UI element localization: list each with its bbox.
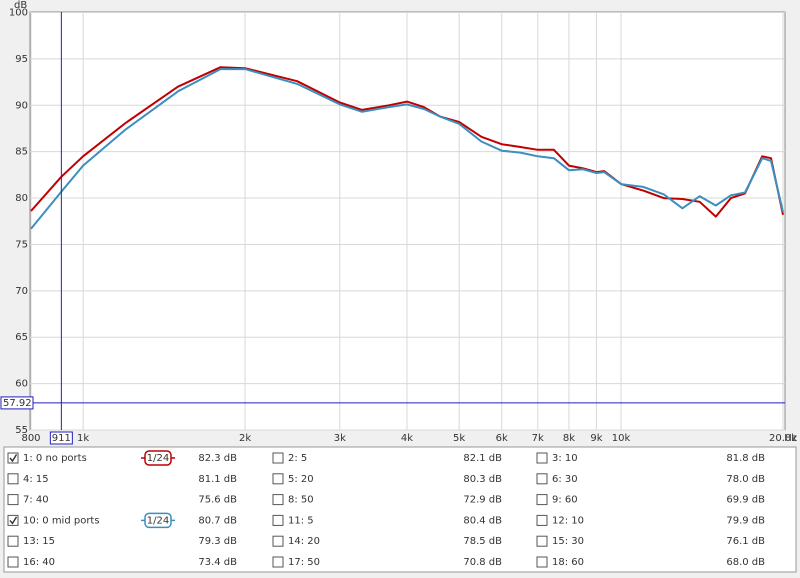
legend-readout: 76.1 dB [726,536,765,547]
x-tick-label: 9k [590,433,602,444]
legend-label[interactable]: 17: 50 [288,557,320,568]
cursor-y-box [0,396,34,410]
y-tick-label: 95 [15,54,28,65]
legend-readout: 81.1 dB [198,474,237,485]
y-tick-label: 65 [15,332,28,343]
legend-label[interactable]: 5: 20 [288,474,314,485]
legend-label[interactable]: 6: 30 [552,474,578,485]
legend-label[interactable]: 18: 60 [552,557,584,568]
y-tick-label: 100 [9,8,28,19]
legend-checkbox[interactable] [536,494,548,506]
legend-readout: 81.8 dB [726,453,765,464]
legend: 1: 0 no ports 1/24 82.3 dB 2: 5 82.1 dB 3: 10… [7,450,765,568]
y-tick-label: 90 [15,100,28,111]
x-tick-label: 3k [334,433,346,444]
legend-label[interactable]: 1: 0 no ports [23,453,87,464]
checkmark [9,516,18,525]
x-tick-label: 4k [401,433,413,444]
legend-readout: 80.4 dB [463,515,502,526]
cursor-y-label: 57.92 [3,398,32,409]
legend-checkbox[interactable] [7,514,19,526]
cursor-x-label: 911 [52,433,71,444]
legend-readout: 73.4 dB [198,557,237,568]
legend-readout: 80.7 dB [198,515,237,526]
legend-readout: 82.3 dB [198,453,237,464]
legend-checkbox[interactable] [536,452,548,464]
legend-checkbox[interactable] [272,514,284,526]
legend-readout: 78.5 dB [463,536,502,547]
legend-readout: 78.0 dB [726,474,765,485]
legend-readout: 69.9 dB [726,495,765,506]
legend-checkbox[interactable] [272,556,284,568]
y-tick-label: 55 [15,425,28,436]
legend-checkbox[interactable] [272,452,284,464]
legend-readout: 79.3 dB [198,536,237,547]
y-unit: dB [14,0,27,11]
legend-checkbox[interactable] [7,535,19,547]
legend-checkbox[interactable] [7,473,19,485]
legend-label[interactable]: 13: 15 [23,536,55,547]
legend-checkbox[interactable] [272,473,284,485]
cursor-x-box [49,431,73,445]
legend-label[interactable]: 4: 15 [23,474,49,485]
x-tick-label: 6k [496,433,508,444]
grid: 55 60 65 70 75 80 85 90 95 100 800 1k 2k 3k 4k 5k 6k 7k 8k… [9,8,797,445]
x-tick-label: 5k [453,433,465,444]
y-tick-label: 70 [15,286,28,297]
legend-readout: 75.6 dB [198,495,237,506]
legend-label[interactable]: 9: 60 [552,495,578,506]
smoothing-label: 1/24 [147,515,169,526]
legend-checkbox[interactable] [7,494,19,506]
legend-checkbox[interactable] [272,494,284,506]
legend-label[interactable]: 3: 10 [552,453,578,464]
legend-checkbox[interactable] [536,514,548,526]
y-tick-label: 75 [15,239,28,250]
legend-label[interactable]: 11: 5 [288,515,314,526]
legend-readout: 79.9 dB [726,515,765,526]
x-tick-label: 1k [77,433,89,444]
x-tick-label: 2k [239,433,251,444]
legend-checkbox[interactable] [272,535,284,547]
legend-readout: 80.3 dB [463,474,502,485]
legend-panel [3,446,797,573]
x-unit: Hz [784,433,797,444]
y-tick-label: 60 [15,379,28,390]
legend-label[interactable]: 14: 20 [288,536,320,547]
legend-readout: 70.8 dB [463,557,502,568]
legend-checkbox[interactable] [536,535,548,547]
legend-checkbox[interactable] [536,556,548,568]
cursor: 911 57.92 [0,12,785,445]
checkmark [9,454,18,463]
legend-readout: 72.9 dB [463,495,502,506]
legend-readout: 82.1 dB [463,453,502,464]
legend-label[interactable]: 8: 50 [288,495,314,506]
legend-label[interactable]: 10: 0 mid ports [23,515,100,526]
x-tick-label: 8k [563,433,575,444]
y-tick-label: 80 [15,193,28,204]
trace-line [30,66,784,218]
legend-checkbox[interactable] [536,473,548,485]
x-tick-label: 7k [532,433,544,444]
x-tick-label: 20.0k [769,433,797,444]
trace-line [30,68,784,230]
legend-readout: 68.0 dB [726,557,765,568]
legend-checkbox[interactable] [7,556,19,568]
traces [30,66,784,230]
legend-checkbox[interactable] [7,452,19,464]
x-tick-label: 800 [21,433,40,444]
legend-label[interactable]: 2: 5 [288,453,307,464]
smoothing-label: 1/24 [147,453,169,464]
y-tick-label: 85 [15,147,28,158]
legend-label[interactable]: 15: 30 [552,536,584,547]
x-tick-label: 10k [612,433,631,444]
legend-label[interactable]: 12: 10 [552,515,584,526]
legend-label[interactable]: 7: 40 [23,495,49,506]
legend-label[interactable]: 16: 40 [23,557,55,568]
